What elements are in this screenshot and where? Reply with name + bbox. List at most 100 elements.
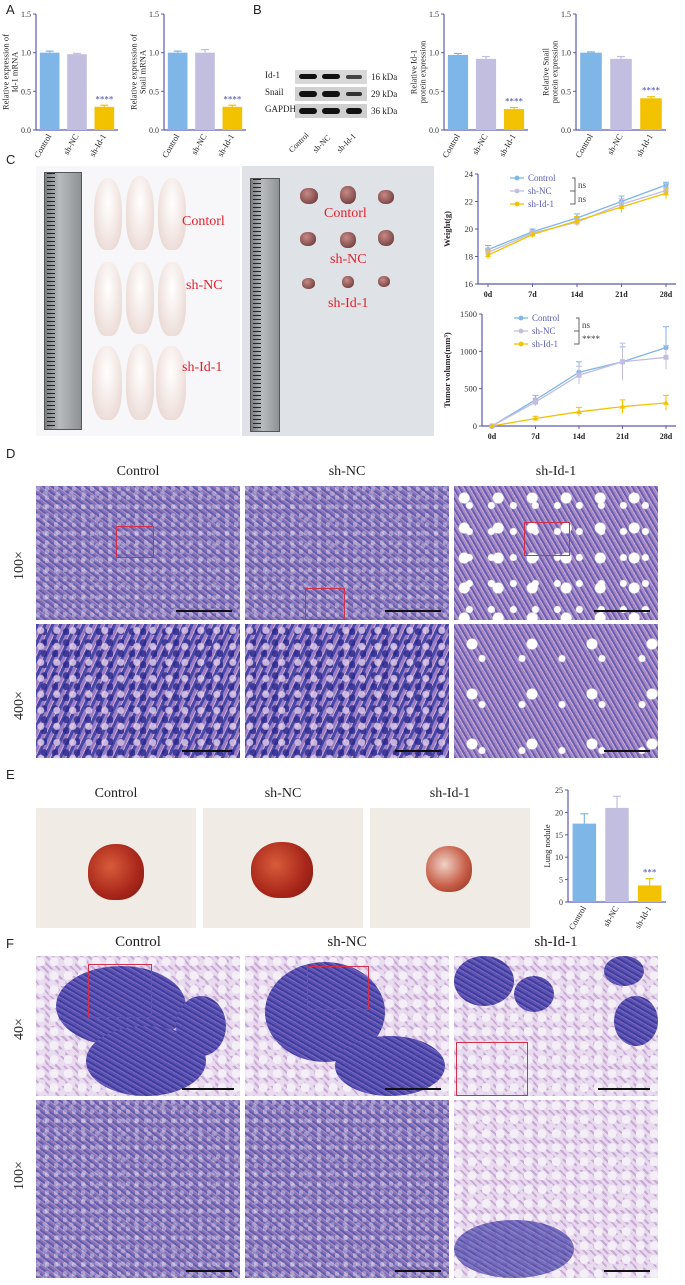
d-row-400x: 400×: [12, 691, 27, 720]
f-row-40x: 40×: [12, 1018, 27, 1040]
panel-letter-e: E: [6, 767, 15, 782]
y-tick-label: 1000: [460, 346, 477, 356]
bar: [222, 106, 243, 130]
y-tick-label: 0.5: [149, 87, 159, 96]
y-tick-label: 10: [555, 853, 563, 862]
significance-label: ***: [643, 868, 657, 878]
legend-label: sh-Id-1: [528, 199, 554, 209]
x-tick-label: sh-Id-1: [497, 132, 518, 158]
bar-chart-id1-protein: 0.0 0.5 1.0 1.5 Control sh-NC sh-Id-1 **** Relat…: [408, 10, 528, 160]
e-col-shid1: sh-Id-1: [429, 786, 471, 801]
he-shid1-100x: [454, 486, 658, 620]
legend-marker: [514, 188, 520, 194]
lung-he-shnc-100x: [245, 1100, 449, 1278]
f-row-100x: 100×: [12, 1161, 27, 1190]
d-row-100x: 100×: [12, 551, 27, 580]
d-col-shnc: sh-NC: [328, 464, 366, 479]
x-tick-label: 28d: [660, 290, 673, 299]
bracket: [576, 317, 580, 332]
y-axis-label: Relative Id-1protein expression: [408, 40, 427, 103]
x-tick-label: 14d: [573, 432, 586, 441]
blot-row-label-id1: Id-1: [265, 70, 280, 80]
y-tick-label: 0.5: [21, 87, 31, 96]
legend-marker: [518, 341, 524, 347]
x-tick-label: sh-NC: [61, 132, 81, 157]
legend-label: sh-NC: [528, 186, 552, 196]
bar: [640, 98, 662, 130]
lung-photo-control: [36, 808, 196, 928]
x-tick-label: sh-NC: [605, 132, 625, 157]
data-point: [619, 403, 626, 409]
y-axis-label: Lung nodule: [542, 824, 552, 867]
f-col-shid1: sh-Id-1: [534, 934, 578, 950]
x-tick-label: sh-Id-1: [634, 132, 655, 158]
significance-label: ****: [223, 94, 242, 104]
annotation-label: ns: [578, 194, 587, 204]
y-tick-label: 1.0: [149, 49, 159, 58]
tumor-label-control: Contorl: [324, 206, 367, 221]
y-tick-label: 25: [555, 786, 563, 795]
bar: [475, 58, 497, 130]
y-axis-label: Relative expression ofId-1 mRNA: [0, 34, 19, 110]
data-point: [618, 204, 625, 209]
x-tick-label: sh-NC: [470, 132, 490, 157]
y-axis-label: Relative Snailprotein expression: [540, 40, 559, 103]
blot-lane-control: Control: [287, 130, 311, 155]
bar: [447, 54, 469, 131]
y-tick-label: 1.5: [561, 10, 571, 19]
x-tick-label: sh-Id-1: [87, 132, 108, 158]
annotation-label: ns: [582, 320, 591, 330]
he-shid1-400x: [454, 624, 658, 758]
y-tick-label: 20: [555, 808, 563, 817]
bar: [67, 54, 87, 130]
he-shnc-100x: [245, 486, 449, 620]
line-chart-weight: 16 18 20 22 24 0d 7d 14d 21d 28d Control sh-NC sh-Id…: [442, 169, 676, 299]
bar: [605, 807, 629, 902]
y-tick-label: 500: [464, 384, 477, 394]
blot-row-label-gapdh: GAPDH: [265, 104, 297, 114]
he-control-100x: [36, 486, 240, 620]
legend-marker: [514, 201, 520, 207]
annotation-label: ****: [582, 334, 601, 344]
mice-label-shnc: sh-NC: [186, 278, 223, 293]
f-col-control: Control: [115, 934, 161, 950]
western-blot: Id-1 Snail GAPDH 16 kDa 29 kDa 36 kDa Co…: [265, 70, 405, 165]
d-col-control: Control: [116, 464, 160, 479]
x-tick-label: Control: [573, 131, 595, 159]
y-tick-label: 1.0: [21, 49, 31, 58]
y-tick-label: 5: [559, 876, 563, 885]
data-point: [620, 359, 625, 365]
y-tick-label: 0.0: [21, 126, 31, 135]
y-tick-label: 0: [473, 421, 477, 431]
mice-label-control: Contorl: [182, 214, 225, 229]
data-point: [485, 252, 491, 258]
bar: [503, 109, 525, 130]
data-point: [489, 423, 495, 428]
blot-kda-gapdh: 36 kDa: [371, 106, 398, 116]
significance-label: ****: [505, 97, 524, 107]
blot-kda-snail: 29 kDa: [371, 89, 398, 99]
y-tick-label: 0.0: [561, 126, 571, 135]
data-point: [574, 217, 580, 223]
bar: [39, 52, 60, 130]
x-tick-label: Control: [440, 131, 462, 159]
bar-chart-id1-mrna: 0.0 0.5 1.0 1.5 Control sh-NC sh-Id-1 **** Relat…: [0, 10, 118, 160]
data-point: [663, 190, 669, 196]
e-col-control: Control: [94, 786, 138, 801]
panel-letter-c: C: [6, 152, 16, 167]
x-tick-label: sh-Id-1: [215, 132, 236, 158]
tumor-label-shnc: sh-NC: [330, 252, 367, 267]
bar: [94, 106, 115, 130]
x-tick-label: 0d: [484, 290, 493, 299]
bar: [167, 52, 188, 130]
significance-label: ****: [642, 86, 661, 96]
y-axis-label: Weight(g): [442, 211, 452, 247]
y-tick-label: 15: [555, 831, 563, 840]
panel-letter-b: B: [253, 2, 262, 17]
data-point: [529, 231, 536, 237]
y-tick-label: 24: [465, 169, 474, 179]
panel-letter-f: F: [6, 936, 14, 951]
legend-label: sh-Id-1: [532, 339, 558, 349]
y-tick-label: 0.0: [429, 126, 439, 135]
bar: [610, 58, 632, 130]
